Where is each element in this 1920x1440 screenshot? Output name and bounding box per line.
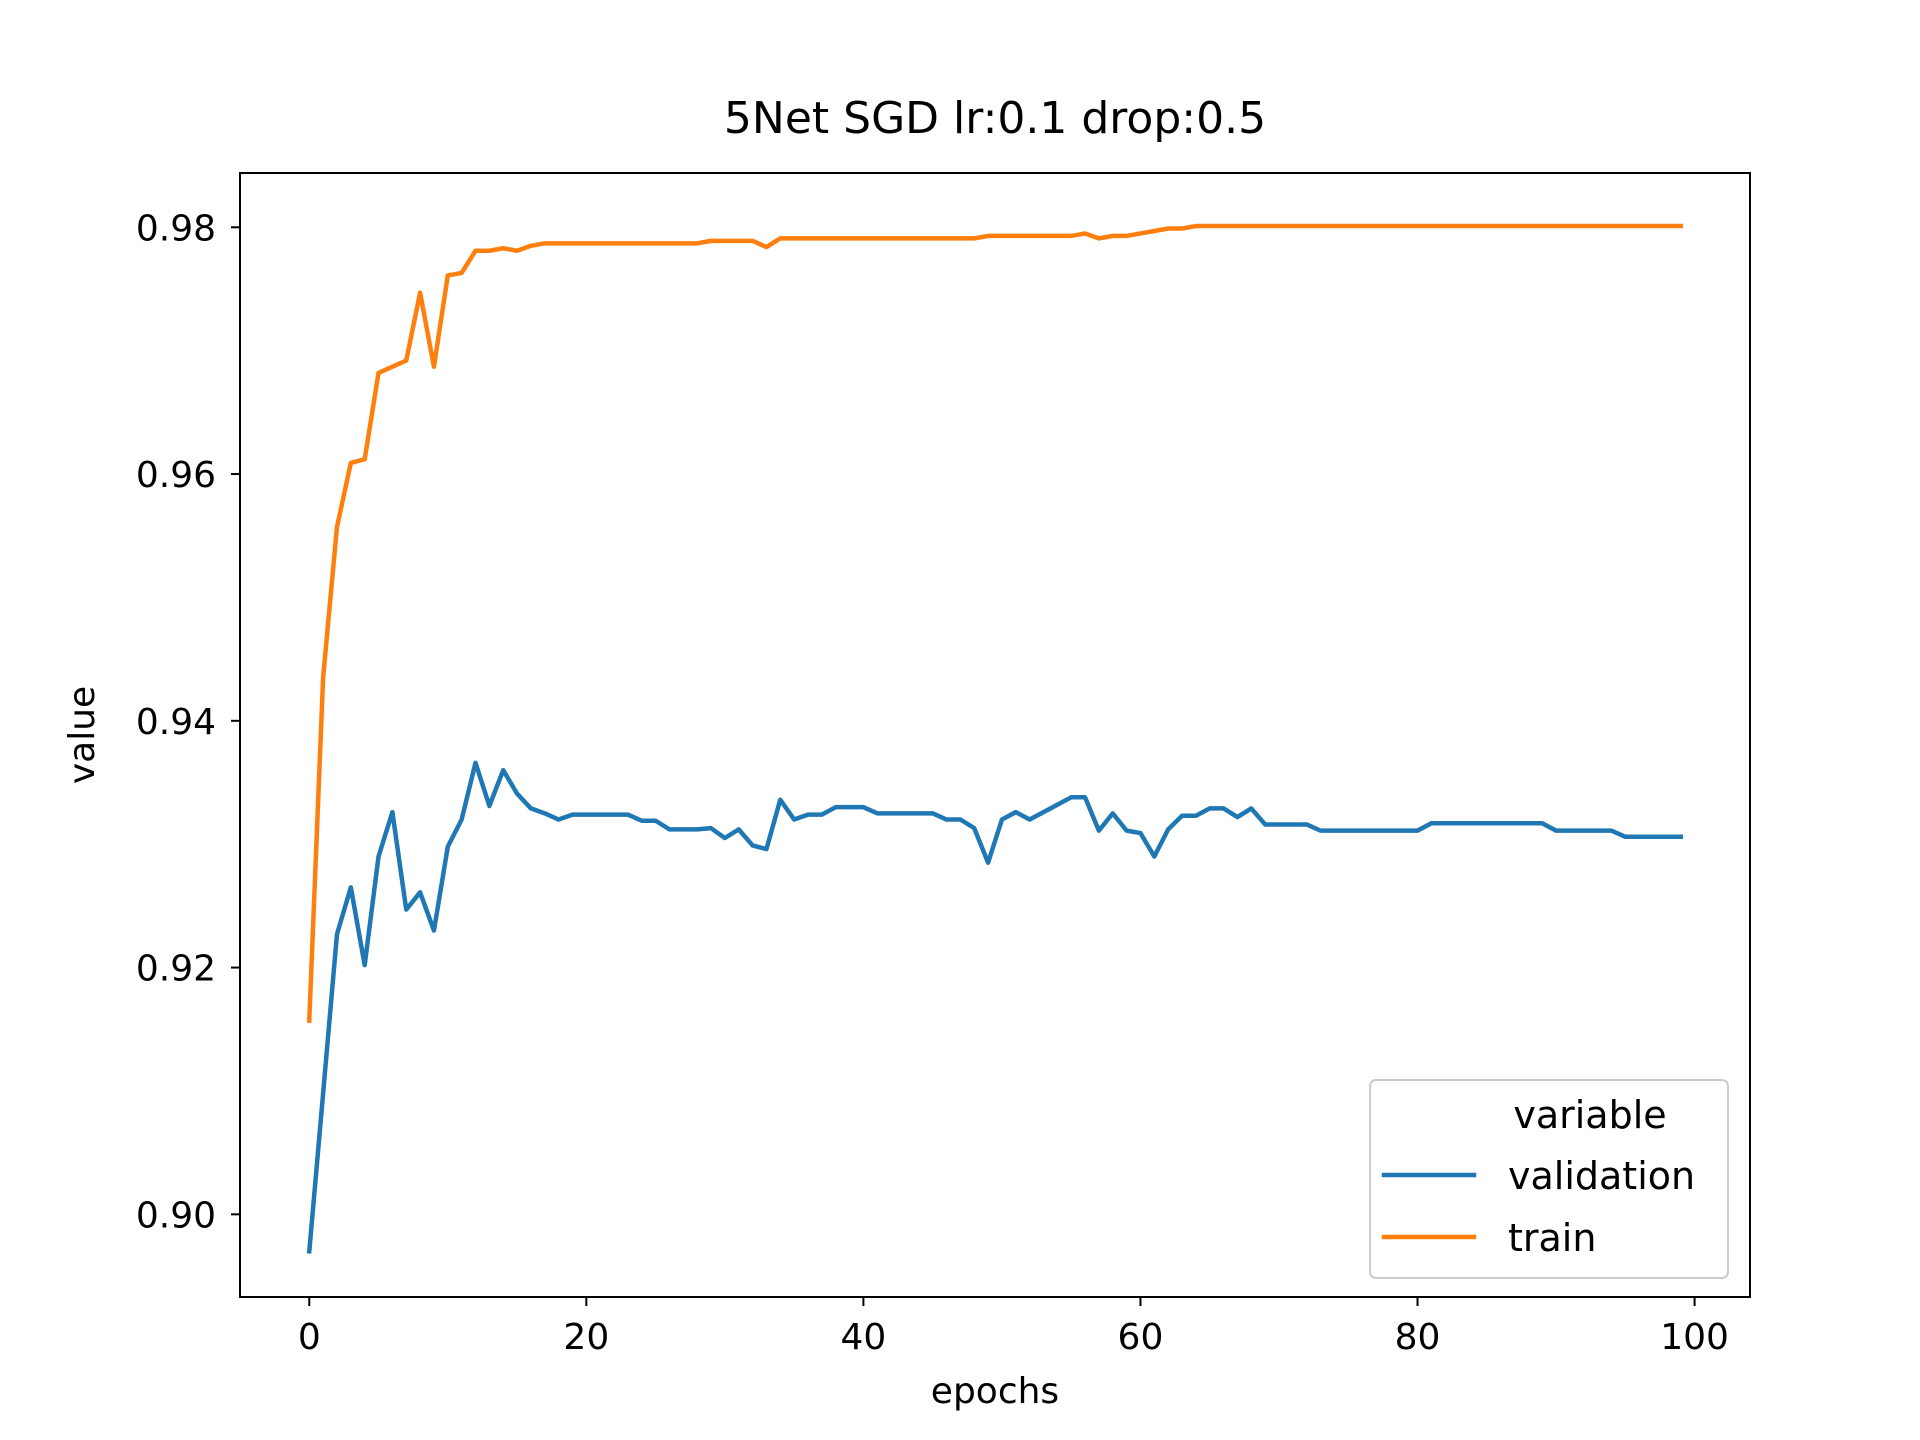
y-tick-label: 0.90 <box>136 1195 216 1236</box>
legend-label-validation: validation <box>1508 1154 1695 1198</box>
plot-frame <box>239 172 1751 1298</box>
series-line-validation <box>306 760 1683 1254</box>
y-tick-label: 0.98 <box>136 208 216 249</box>
x-tick-label: 80 <box>1395 1317 1441 1358</box>
x-tick-label: 40 <box>840 1317 886 1358</box>
y-tick-label: 0.94 <box>136 702 216 743</box>
chart-title: 5Net SGD lr:0.1 drop:0.5 <box>724 93 1266 144</box>
y-axis: 0.90 0.92 0.94 0.96 0.98 <box>136 208 240 1236</box>
plot-layer <box>306 223 1683 1254</box>
x-tick-label: 20 <box>563 1317 609 1358</box>
x-tick-label: 0 <box>298 1317 321 1358</box>
legend-title: variable <box>1513 1093 1666 1137</box>
legend: variable validation train <box>1369 1079 1729 1279</box>
x-tick-label: 100 <box>1660 1317 1729 1358</box>
legend-label-train: train <box>1508 1216 1596 1260</box>
y-tick-label: 0.92 <box>136 949 216 990</box>
x-axis-label: epochs <box>931 1371 1059 1412</box>
y-tick-label: 0.96 <box>136 455 216 496</box>
legend-box <box>1369 1079 1729 1279</box>
x-axis: 0 20 40 60 80 100 <box>298 1297 1729 1358</box>
series-line-train <box>306 223 1683 1023</box>
y-axis-label: value <box>62 686 103 784</box>
x-tick-label: 60 <box>1118 1317 1164 1358</box>
